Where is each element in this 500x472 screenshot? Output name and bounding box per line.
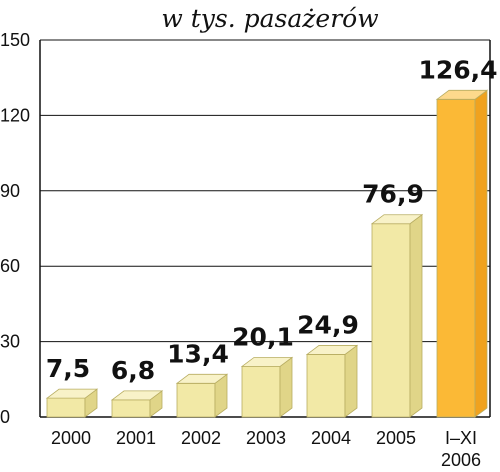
y-tick-label: 0 (0, 407, 10, 427)
bar-3 (240, 356, 294, 418)
bar-top (240, 357, 294, 367)
bar-0 (45, 388, 99, 418)
bar-5 (370, 213, 424, 418)
x-tick-label: 2002 (181, 428, 221, 448)
bar-top (370, 214, 424, 225)
bar-front (306, 354, 346, 418)
bar-2 (175, 373, 229, 418)
bar-front (111, 399, 151, 418)
bar-front (371, 223, 411, 418)
bar-top (45, 388, 99, 399)
chart-title: w tys. pasażerów (161, 4, 378, 33)
x-tick-label: I–XI (445, 428, 477, 448)
x-tick-label: 2003 (246, 428, 286, 448)
bar-6 (435, 89, 489, 418)
bar-front (241, 366, 281, 418)
y-tick-label: 150 (0, 30, 30, 50)
data-label: 13,4 (167, 339, 229, 368)
bar-top (305, 345, 359, 355)
bars (45, 89, 489, 418)
bar-front (436, 98, 476, 418)
bar-side (409, 213, 423, 418)
data-label: 126,4 (418, 55, 497, 84)
data-label: 76,9 (362, 180, 424, 209)
bar-side (344, 344, 358, 418)
data-labels: 7,5 6,8 13,420,1 24,9 76,9 126,4 (46, 55, 498, 385)
x-tick-label: 2001 (116, 428, 156, 448)
bar-side (474, 89, 488, 418)
bar-top (110, 390, 164, 401)
y-tick-label: 120 (0, 105, 30, 125)
data-label: 20,1 (232, 322, 294, 351)
bar-front (176, 382, 216, 418)
data-label: 24,9 (297, 310, 359, 339)
bar-side (279, 356, 293, 418)
bar-4 (305, 344, 359, 418)
bar-top (435, 89, 489, 100)
x-tick-label: 2004 (311, 428, 351, 448)
y-tick-label: 90 (0, 181, 20, 201)
bar-top (175, 373, 229, 384)
x-tick-label: 2006 (441, 450, 481, 470)
data-label: 6,8 (111, 356, 155, 385)
x-tick-label: 2000 (51, 428, 91, 448)
y-tick-label: 30 (0, 332, 20, 352)
bar-front (46, 397, 86, 418)
x-tick-label: 2005 (376, 428, 416, 448)
y-tick-label: 60 (0, 256, 20, 276)
data-label: 7,5 (46, 354, 90, 383)
bar-1 (110, 390, 164, 418)
